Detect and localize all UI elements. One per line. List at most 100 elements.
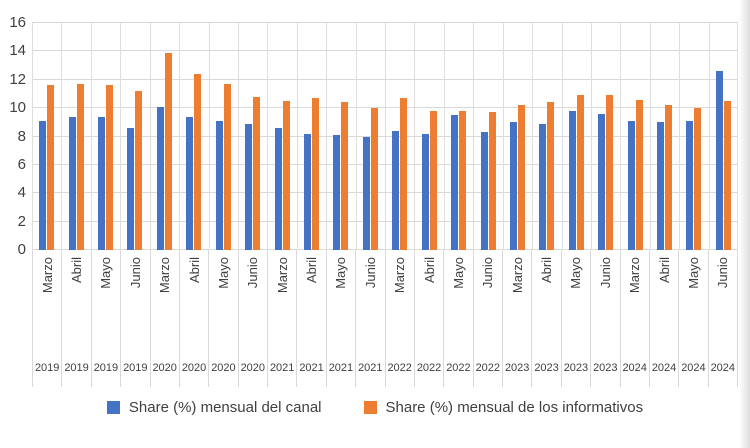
bar-canal <box>568 110 576 250</box>
gridline-vertical <box>649 23 651 250</box>
bar-informativos <box>694 108 702 250</box>
gridline-vertical <box>443 23 445 250</box>
bar-informativos <box>488 112 496 250</box>
x-axis-month-label: Marzo <box>392 257 408 294</box>
x-axis-year-label: 2021 <box>299 362 324 374</box>
gridline-vertical <box>561 23 563 250</box>
gridline-vertical <box>296 23 298 250</box>
bar-canal <box>598 113 606 250</box>
gridline-vertical <box>90 23 92 250</box>
bar-canal <box>480 132 488 250</box>
x-axis-month-label: Junio <box>245 257 261 289</box>
bar-group-mayo-2024 <box>679 23 708 250</box>
bar-informativos <box>223 84 231 250</box>
x-axis-month-label: Abril <box>421 257 437 284</box>
bar-informativos <box>665 105 673 250</box>
x-axis-slot: Marzo 2021 <box>267 250 296 387</box>
gridline-vertical <box>473 23 475 250</box>
bar-informativos <box>517 105 525 250</box>
x-axis-month-label: Abril <box>304 257 320 284</box>
gridline-vertical <box>737 23 738 250</box>
gridline-vertical <box>708 23 710 250</box>
bar-canal <box>509 122 517 250</box>
right-edge-shadow <box>739 0 750 448</box>
bar-informativos <box>253 96 261 250</box>
bar-group-mayo-2021 <box>326 23 355 250</box>
x-axis-slot: Abril 2019 <box>61 250 90 387</box>
y-axis-tick-label: 2 <box>17 212 26 230</box>
gridline-vertical <box>355 23 357 250</box>
bar-informativos <box>400 98 408 250</box>
x-axis-slot: Junio 2023 <box>590 250 619 387</box>
x-axis-slot: Marzo 2019 <box>32 250 61 387</box>
bar-group-marzo-2019 <box>32 23 61 250</box>
bar-group-marzo-2020 <box>150 23 179 250</box>
gridline-vertical <box>208 23 210 250</box>
bar-canal <box>98 116 106 250</box>
x-axis-year-label: 2019 <box>34 362 60 374</box>
y-axis-tick-label: 4 <box>17 184 26 202</box>
bar-group-junio-2023 <box>591 23 620 250</box>
x-axis-month-label: Junio <box>362 257 378 289</box>
x-axis-month-label: Mayo <box>333 257 349 289</box>
bar-group-abril-2022 <box>414 23 443 250</box>
y-axis-tick-label: 16 <box>9 14 26 31</box>
bar-group-junio-2019 <box>120 23 149 250</box>
gridline-vertical <box>61 23 63 250</box>
x-axis-slot: Mayo 2020 <box>208 250 237 387</box>
x-axis-year-label: 2024 <box>651 362 677 374</box>
x-axis-slot: Abril 2024 <box>648 250 678 387</box>
gridline-vertical <box>385 23 386 250</box>
legend-swatch-informativos <box>363 401 377 414</box>
bar-informativos <box>341 102 349 250</box>
x-axis-year-label: 2023 <box>534 362 559 374</box>
bar-canal <box>68 116 76 250</box>
x-axis-year-label: 2022 <box>416 362 442 374</box>
x-axis-slot: Abril 2022 <box>413 250 443 387</box>
bar-informativos <box>459 110 467 250</box>
x-axis-month-label: Mayo <box>450 257 466 289</box>
bar-canal <box>274 128 282 250</box>
y-axis-tick-label: 8 <box>17 127 26 145</box>
bar-canal <box>539 123 547 250</box>
bar-canal <box>127 128 135 250</box>
legend-swatch-canal <box>106 401 120 414</box>
gridline-vertical <box>414 23 416 250</box>
bar-group-marzo-2022 <box>385 23 414 250</box>
bar-informativos <box>76 84 84 250</box>
bar-canal <box>715 71 723 250</box>
bar-informativos <box>429 110 437 250</box>
x-axis-year-label: 2020 <box>152 362 177 374</box>
legend-label: Share (%) mensual del canal <box>128 399 322 416</box>
y-axis-tick-label: 6 <box>17 155 26 173</box>
gridline-vertical <box>590 23 592 250</box>
x-axis-year-label: 2021 <box>269 362 295 374</box>
x-axis-year-label: 2023 <box>593 362 618 374</box>
x-axis-slot: Marzo 2024 <box>619 250 649 387</box>
y-axis-tick-label: 14 <box>9 42 26 60</box>
y-axis-tick-label: 12 <box>9 70 26 88</box>
gridline-vertical <box>149 23 151 250</box>
bar-informativos <box>106 85 114 250</box>
bar-canal <box>39 120 47 250</box>
x-axis-slot: Mayo 2024 <box>678 250 707 387</box>
bar-canal <box>392 130 400 250</box>
bar-informativos <box>370 108 378 250</box>
gridline-vertical <box>120 23 122 250</box>
gridline-vertical <box>620 23 622 250</box>
x-axis-year-label: 2023 <box>563 362 589 374</box>
bar-canal <box>333 135 341 250</box>
gridline-vertical <box>237 23 239 250</box>
bar-group-abril-2020 <box>179 23 208 250</box>
bar-canal <box>215 120 223 250</box>
bar-group-mayo-2019 <box>91 23 120 250</box>
x-axis-year-label: 2019 <box>123 362 148 374</box>
x-axis-month-label: Abril <box>186 257 202 284</box>
bar-group-abril-2019 <box>61 23 90 250</box>
x-axis-slot: Junio 2019 <box>120 250 149 387</box>
x-axis-slot: Marzo 2022 <box>384 250 414 387</box>
x-axis-month-label: Mayo <box>215 257 231 289</box>
bar-canal <box>627 120 635 250</box>
bar-groups <box>32 23 738 250</box>
